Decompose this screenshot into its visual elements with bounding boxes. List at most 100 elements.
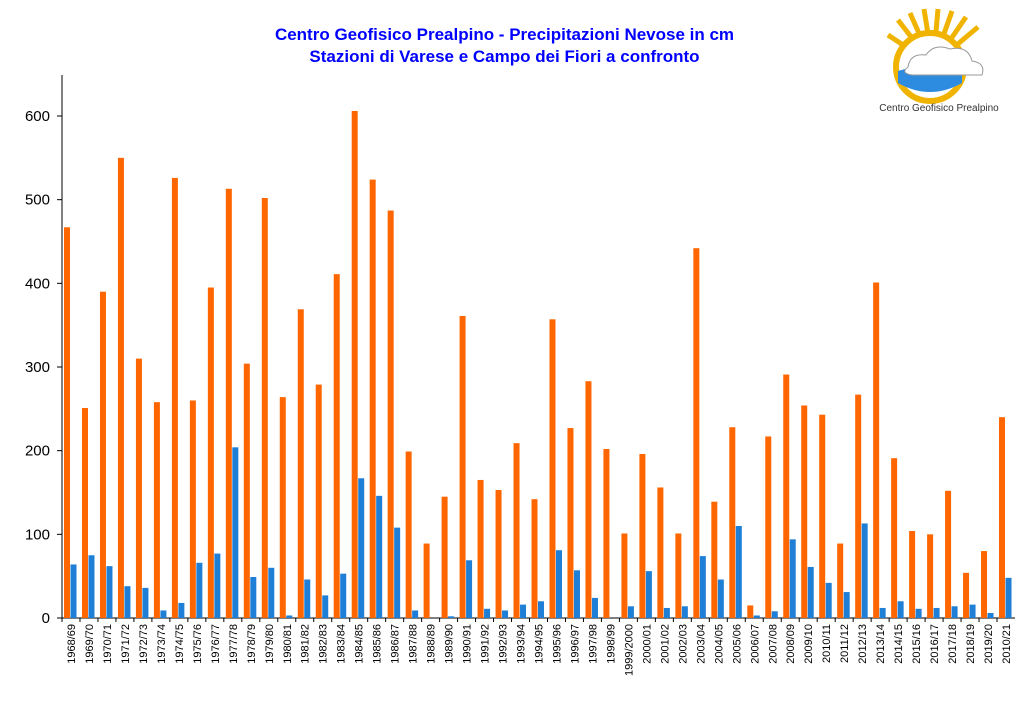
bar-series1 — [711, 501, 718, 618]
bar-series2 — [214, 553, 221, 618]
bar-series2 — [196, 562, 203, 618]
bar-series1 — [135, 358, 142, 618]
x-tick-label: 2008/09 — [785, 624, 797, 664]
bar-series2 — [645, 571, 652, 618]
bar-series1 — [513, 443, 520, 618]
x-tick-label: 1976/77 — [210, 624, 222, 664]
bar-series1 — [837, 543, 844, 618]
x-tick-label: 2001/02 — [659, 624, 671, 664]
x-tick-label: 1975/76 — [192, 624, 204, 664]
y-tick-label: 100 — [25, 526, 50, 543]
bar-series1 — [207, 287, 214, 618]
x-tick-label: 1987/88 — [408, 624, 420, 664]
bar-series1 — [801, 405, 808, 618]
bar-series2 — [681, 606, 688, 618]
bar-series2 — [358, 478, 365, 618]
x-tick-label: 2004/05 — [713, 624, 725, 664]
bar-series2 — [160, 610, 167, 618]
y-tick-label: 500 — [25, 192, 50, 209]
x-tick-label: 1996/97 — [569, 624, 581, 664]
bar-series2 — [573, 570, 580, 618]
bar-series1 — [585, 381, 592, 618]
x-tick-label: 1988/89 — [426, 624, 438, 664]
bar-series1 — [117, 157, 124, 619]
chart-title-line2: Stazioni di Varese e Campo dei Fiori a c… — [309, 47, 700, 66]
bar-series2 — [771, 611, 778, 618]
bar-series1 — [747, 605, 754, 618]
x-tick-label: 1980/81 — [282, 624, 294, 664]
bar-series1 — [963, 572, 970, 618]
bar-series2 — [304, 579, 311, 618]
bar-series2 — [735, 525, 742, 618]
x-tick-label: 1989/90 — [444, 624, 456, 664]
x-tick-label: 1993/94 — [516, 624, 528, 664]
bar-series1 — [909, 530, 916, 618]
bar-series2 — [897, 601, 904, 618]
bar-series2 — [88, 555, 95, 618]
bar-series1 — [639, 454, 646, 618]
x-tick-label: 1970/71 — [102, 624, 114, 664]
bar-series1 — [189, 400, 196, 618]
bar-series1 — [603, 448, 610, 618]
y-tick-label: 300 — [25, 359, 50, 376]
bar-series2 — [951, 606, 958, 618]
y-tick-label: 400 — [25, 275, 50, 292]
bar-series2 — [789, 539, 796, 618]
bar-series1 — [675, 533, 682, 618]
bar-series1 — [81, 407, 88, 618]
bar-series2 — [142, 587, 149, 618]
bar-series1 — [657, 487, 664, 618]
bar-series2 — [969, 604, 976, 618]
bar-series2 — [627, 606, 634, 618]
bar-series2 — [376, 495, 383, 618]
bar-series1 — [981, 551, 988, 618]
x-tick-label: 1971/72 — [120, 624, 132, 664]
bar-series1 — [64, 227, 70, 618]
x-tick-label: 1991/92 — [480, 624, 492, 664]
x-tick-label: 1997/98 — [587, 624, 599, 664]
x-tick-label: 1974/75 — [174, 624, 186, 664]
bar-series2 — [663, 607, 670, 618]
x-tick-label: 2005/06 — [731, 624, 743, 664]
x-tick-label: 2002/03 — [677, 624, 689, 664]
y-tick-label: 0 — [42, 610, 50, 627]
x-tick-label: 1992/93 — [498, 624, 510, 664]
x-tick-label: 1998/99 — [605, 624, 617, 664]
bar-series2 — [843, 592, 850, 618]
x-tick-label: 2009/10 — [803, 624, 815, 664]
x-tick-label: 1972/73 — [138, 624, 150, 664]
bar-series1 — [459, 315, 466, 618]
bar-series2 — [286, 615, 293, 618]
bar-series2 — [268, 567, 275, 618]
bar-series2 — [879, 607, 886, 618]
x-tick-label: 2000/01 — [641, 624, 653, 664]
x-tick-label: 2015/16 — [911, 624, 923, 664]
bar-series2 — [933, 607, 940, 618]
x-tick-label: 2011/12 — [839, 624, 851, 663]
bar-series2 — [987, 612, 994, 618]
bar-series1 — [477, 479, 484, 618]
bar-series2 — [124, 586, 131, 618]
bar-series1 — [819, 414, 826, 618]
bar-series2 — [466, 560, 473, 618]
x-tick-label: 2018/19 — [965, 624, 977, 664]
x-tick-label: 1977/78 — [228, 624, 240, 664]
bar-series2 — [520, 604, 527, 618]
x-tick-label: 2016/17 — [929, 624, 941, 664]
x-tick-label: 2006/07 — [749, 624, 761, 664]
y-tick-label: 600 — [25, 108, 50, 125]
bar-series1 — [225, 188, 232, 619]
cloud-icon — [904, 46, 984, 76]
bar-series2 — [1005, 577, 1012, 618]
bar-series1 — [549, 319, 556, 618]
bar-series2 — [861, 523, 868, 618]
bar-series1 — [873, 282, 880, 618]
bar-series1 — [765, 436, 772, 618]
bar-series2 — [412, 610, 419, 618]
bar-series2 — [591, 597, 598, 618]
x-tick-label: 2010/11 — [821, 624, 833, 663]
x-tick-label: 2019/20 — [983, 624, 995, 664]
x-tick-label: 1978/79 — [246, 624, 258, 664]
x-tick-label: 1969/70 — [84, 624, 96, 664]
